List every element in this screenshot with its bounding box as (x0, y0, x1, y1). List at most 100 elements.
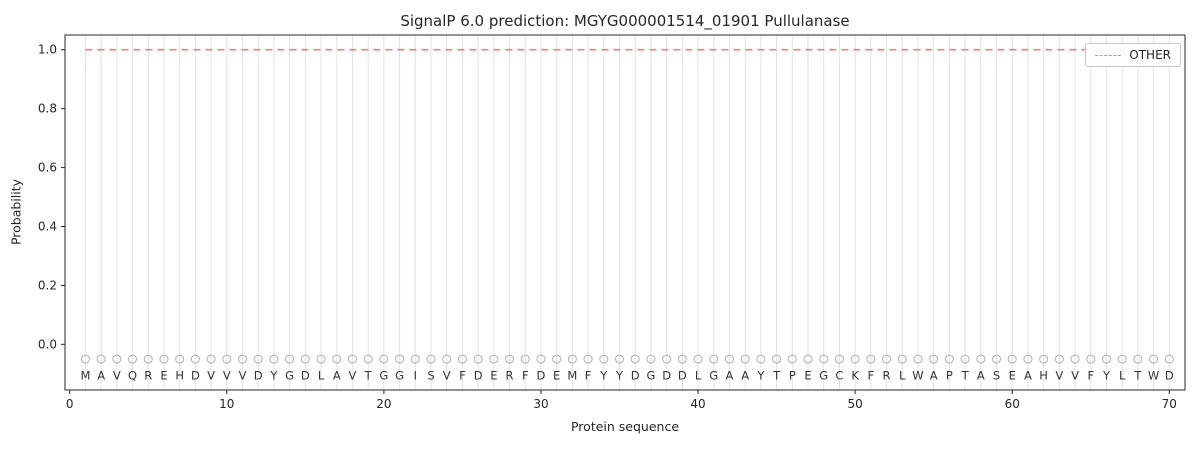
residue-letter: G (379, 368, 388, 382)
residue-letter: H (1039, 368, 1048, 382)
residue-letter: F (459, 368, 466, 382)
residue-marker (724, 354, 734, 364)
residue-letter: D (678, 368, 687, 382)
residue-marker (677, 354, 687, 364)
residue-marker (693, 354, 703, 364)
residue-letter: L (318, 368, 325, 382)
plot-gridlines (84, 35, 1170, 390)
residue-letter: Y (756, 368, 765, 382)
residue-marker (379, 354, 389, 364)
residue-marker (756, 354, 766, 364)
residue-letter: V (207, 368, 215, 382)
residue-letter: E (160, 368, 167, 382)
residue-marker (159, 354, 169, 364)
legend-line-sample-other (1095, 54, 1122, 56)
residue-marker (615, 354, 625, 364)
y-tick-label: 0.6 (38, 161, 57, 175)
residue-marker (992, 354, 1002, 364)
residue-letter: D (254, 368, 263, 382)
y-axis-ticks: 0.0 0.2 0.4 0.6 0.8 1.0 (38, 43, 65, 351)
residue-marker (253, 354, 263, 364)
residue-marker (128, 354, 138, 364)
residue-letter: G (819, 368, 828, 382)
residue-letter: F (522, 368, 529, 382)
y-axis-label: Probability (8, 178, 24, 246)
residue-marker (866, 354, 876, 364)
y-tick-label: 0.4 (38, 219, 57, 233)
x-tick-label: 20 (376, 397, 391, 411)
residue-marker (395, 354, 405, 364)
residue-letter: G (285, 368, 294, 382)
residue-letter: P (789, 368, 796, 382)
residue-marker (630, 354, 640, 364)
residue-marker (1086, 354, 1096, 364)
residue-letter: A (930, 368, 938, 382)
legend: OTHER (1085, 43, 1181, 67)
residue-letter: F (1087, 368, 1094, 382)
residue-letter: A (977, 368, 985, 382)
residue-letter: D (631, 368, 640, 382)
residue-marker (662, 354, 672, 364)
residue-marker (1007, 354, 1017, 364)
residue-letter: G (646, 368, 655, 382)
x-tick-label: 40 (690, 397, 705, 411)
residue-letter: A (726, 368, 734, 382)
y-tick-label: 0.2 (38, 278, 57, 292)
residue-marker (457, 354, 467, 364)
residue-letter: Q (128, 368, 137, 382)
residue-marker (819, 354, 829, 364)
residue-marker (944, 354, 954, 364)
residue-marker (850, 354, 860, 364)
y-tick-label: 0.0 (38, 337, 57, 351)
residue-letter: V (443, 368, 451, 382)
x-tick-label: 0 (66, 397, 74, 411)
residue-marker (897, 354, 907, 364)
residue-letter: T (961, 368, 970, 382)
residue-marker (803, 354, 813, 364)
residue-marker (442, 354, 452, 364)
residue-letter: A (97, 368, 105, 382)
residue-letter: D (1165, 368, 1174, 382)
residue-marker (426, 354, 436, 364)
residue-letter: V (1055, 368, 1063, 382)
residue-letter: R (883, 368, 891, 382)
residue-marker (238, 354, 248, 364)
residue-letter: V (239, 368, 247, 382)
residue-letter: W (912, 368, 923, 382)
residue-marker (505, 354, 515, 364)
x-tick-label: 70 (1162, 397, 1177, 411)
residue-marker (552, 354, 562, 364)
x-tick-label: 30 (533, 397, 548, 411)
residue-marker (646, 354, 656, 364)
residue-letter: D (191, 368, 200, 382)
residue-marker (882, 354, 892, 364)
residue-letter: M (567, 368, 577, 382)
residue-letter: A (741, 368, 749, 382)
residue-letter: V (1071, 368, 1079, 382)
residue-marker (96, 354, 106, 364)
residue-marker (143, 354, 153, 364)
residue-marker (567, 354, 577, 364)
residue-letter: E (553, 368, 560, 382)
residue-marker (206, 354, 216, 364)
residue-letter: D (662, 368, 671, 382)
residue-marker (976, 354, 986, 364)
residue-marker (222, 354, 232, 364)
residue-letter: G (709, 368, 718, 382)
residue-marker (1117, 354, 1127, 364)
residue-letter: Y (599, 368, 608, 382)
residue-letter: V (113, 368, 121, 382)
residue-letter: S (427, 368, 434, 382)
residue-letter: E (804, 368, 811, 382)
residue-marker (1070, 354, 1080, 364)
x-tick-label: 10 (219, 397, 234, 411)
residue-letter: D (301, 368, 310, 382)
residue-marker (410, 354, 420, 364)
residue-letter: P (946, 368, 953, 382)
residue-letter: R (144, 368, 152, 382)
residue-marker (709, 354, 719, 364)
residue-marker (1133, 354, 1143, 364)
residue-marker (269, 354, 279, 364)
residue-letter: T (772, 368, 781, 382)
